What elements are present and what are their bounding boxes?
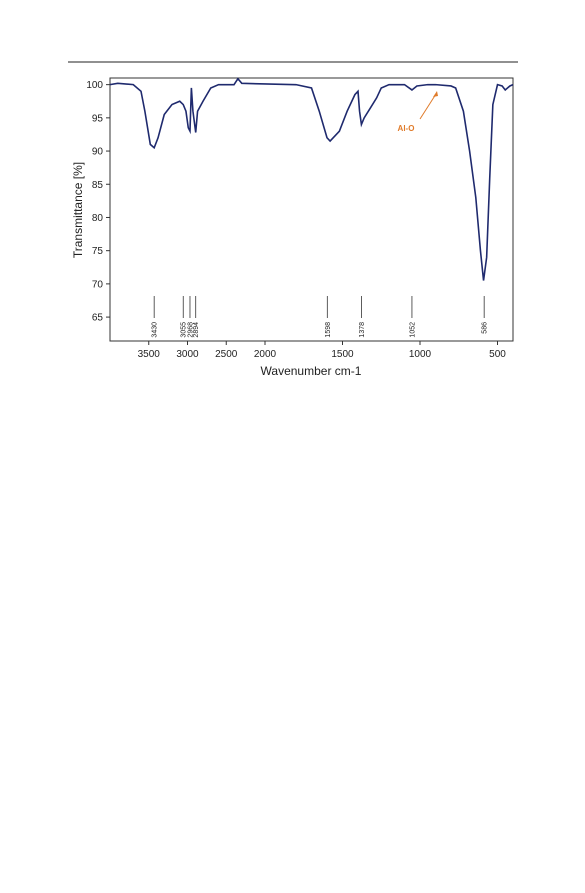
peak-label: 2968 xyxy=(187,322,194,338)
annotation-arrow xyxy=(419,93,437,120)
spectrum-line xyxy=(109,77,514,281)
x-tick-label: 1000 xyxy=(409,349,432,360)
plot-frame xyxy=(109,77,514,342)
x-tick-label: 500 xyxy=(489,349,506,360)
y-tick-label: 100 xyxy=(86,80,103,91)
y-tick-label: 80 xyxy=(92,213,104,224)
peak-label: 1052 xyxy=(409,322,416,338)
peak-label: 586 xyxy=(482,322,489,334)
peak-label: 1378 xyxy=(359,322,366,338)
y-tick-label: 90 xyxy=(92,147,104,158)
y-tick-label: 85 xyxy=(92,180,104,191)
y-tick-label: 70 xyxy=(92,279,104,290)
x-tick-label: 3000 xyxy=(176,349,199,360)
y-tick-label: 65 xyxy=(92,313,104,324)
x-tick-label: 2000 xyxy=(254,349,277,360)
x-axis-label: Wavenumber cm-1 xyxy=(261,364,362,378)
x-tick-label: 2500 xyxy=(215,349,238,360)
y-axis-label: Transmittance [%] xyxy=(71,162,85,258)
peak-label: 3055 xyxy=(181,322,188,338)
x-tick-label: 3500 xyxy=(138,349,161,360)
peak-label: 2894 xyxy=(193,322,200,338)
x-tick-label: 1500 xyxy=(331,349,354,360)
peak-label: 1598 xyxy=(325,322,332,338)
annotation-label: Al-O xyxy=(398,124,415,133)
y-tick-label: 75 xyxy=(92,246,104,257)
peak-label: 3430 xyxy=(152,322,159,338)
annotation-arrowhead xyxy=(433,91,438,97)
y-tick-label: 95 xyxy=(92,113,104,124)
